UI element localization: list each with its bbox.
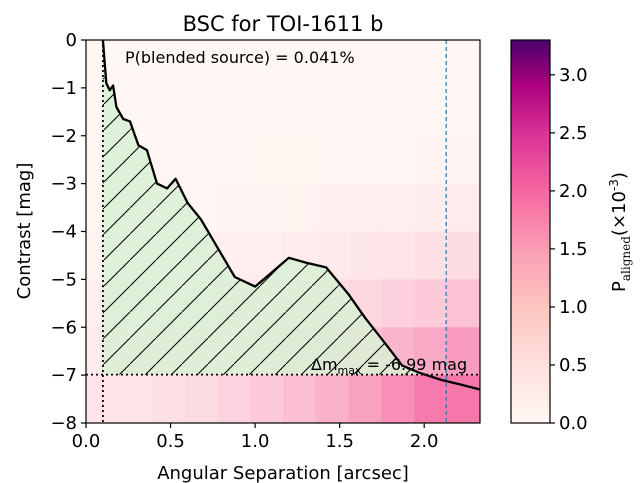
heatmap-cell (348, 87, 382, 137)
heatmap-cell (184, 87, 218, 137)
colorbar-tick-label: 1.0 (559, 297, 588, 318)
heatmap-cell (250, 375, 284, 423)
heatmap-cell (151, 375, 185, 423)
y-tick-label: −5 (50, 269, 77, 290)
colorbar-axis: 0.0 0.5 1.0 1.5 2.0 2.5 3.0 (550, 65, 588, 434)
heatmap-cell (447, 327, 480, 376)
heatmap-cell (447, 40, 480, 89)
heatmap-cell (414, 279, 448, 328)
heatmap-cell (118, 375, 153, 423)
colorbar-tick-label: 0.0 (559, 413, 588, 434)
heatmap-cell (447, 87, 480, 137)
heatmap-cell (283, 135, 317, 185)
y-tick-label: −2 (50, 126, 77, 147)
colorbar-tick-label: 0.5 (559, 355, 588, 376)
heatmap-cell (348, 231, 382, 280)
y-tick-label: −8 (50, 413, 77, 434)
y-tick-label: −1 (50, 78, 77, 99)
dm-max-annotation: Δmmax = -6.99 mag (311, 355, 467, 377)
heatmap-cell (348, 183, 382, 232)
x-tick-label: 1.0 (241, 431, 270, 452)
heatmap-cell (283, 183, 317, 232)
heatmap-cell (315, 87, 350, 137)
colorbar-tick-label: 2.5 (559, 123, 588, 144)
heatmap-cell (381, 87, 415, 137)
x-axis: 0.0 0.5 1.0 1.5 2.0 (72, 423, 439, 452)
heatmap-cell (381, 279, 415, 328)
chart-title: BSC for TOI-1611 b (183, 12, 384, 36)
heatmap-cell (250, 135, 284, 185)
heatmap-cell (315, 183, 350, 232)
heatmap-cell (381, 183, 415, 232)
heatmap-cell (217, 375, 251, 423)
y-axis-label: Contrast [mag] (14, 163, 35, 300)
y-tick-label: 0 (66, 30, 77, 51)
heatmap-cell (414, 231, 448, 280)
heatmap-cell (283, 87, 317, 137)
y-tick-label: −3 (50, 174, 77, 195)
y-tick-label: −4 (50, 222, 77, 243)
heatmap-cell (381, 135, 415, 185)
heatmap-cell (414, 40, 448, 89)
heatmap-cell (381, 375, 415, 423)
heatmap-cell (250, 183, 284, 232)
heatmap-cell (151, 135, 185, 185)
heatmap-cell (217, 40, 251, 89)
heatmap-cell (447, 231, 480, 280)
heatmap-cell (118, 40, 153, 89)
heatmap-cell (283, 375, 317, 423)
heatmap-cell (348, 135, 382, 185)
heatmap-cell (151, 40, 185, 89)
x-tick-label: 0.0 (72, 431, 101, 452)
heatmap-cell (447, 135, 480, 185)
blended-probability-annotation: P(blended source) = 0.041% (125, 48, 355, 67)
colorbar-label: Paligned(×10-3) (607, 172, 633, 292)
heatmap-cell (348, 40, 382, 89)
colorbar-tick-label: 2.0 (559, 181, 588, 202)
heatmap-cell (315, 135, 350, 185)
x-axis-label: Angular Separation [arcsec] (157, 463, 409, 483)
heatmap-cell (414, 375, 448, 423)
heatmap-cell (447, 183, 480, 232)
heatmap-cell (414, 327, 448, 376)
x-tick-label: 2.0 (410, 431, 439, 452)
heatmap-cell (381, 40, 415, 89)
y-tick-label: −6 (50, 317, 77, 338)
heatmap-cell (315, 40, 350, 89)
x-tick-label: 0.5 (156, 431, 185, 452)
heatmap-cell (184, 375, 218, 423)
heatmap-cell (217, 183, 251, 232)
x-tick-label: 1.5 (325, 431, 354, 452)
heatmap-cell (217, 87, 251, 137)
heatmap-cell (414, 87, 448, 137)
heatmap-cell (414, 135, 448, 185)
heatmap-cell (447, 279, 480, 328)
heatmap-cell (184, 40, 218, 89)
y-tick-label: −7 (50, 365, 77, 386)
heatmap-cell (283, 40, 317, 89)
heatmap-cell (348, 375, 382, 423)
heatmap-cell (414, 183, 448, 232)
heatmap-cell (381, 231, 415, 280)
colorbar (510, 39, 551, 424)
y-axis: 0 −1 −2 −3 −4 −5 −6 −7 −8 (50, 30, 86, 434)
heatmap-cell (217, 135, 251, 185)
contrast-curve (101, 40, 480, 391)
heatmap-cell (250, 87, 284, 137)
colorbar-tick-label: 1.5 (559, 239, 588, 260)
colorbar-tick-label: 3.0 (559, 65, 588, 86)
heatmap-cell (250, 40, 284, 89)
heatmap-cell (151, 87, 185, 137)
heatmap-cell (184, 135, 218, 185)
heatmap-cell (315, 375, 350, 423)
